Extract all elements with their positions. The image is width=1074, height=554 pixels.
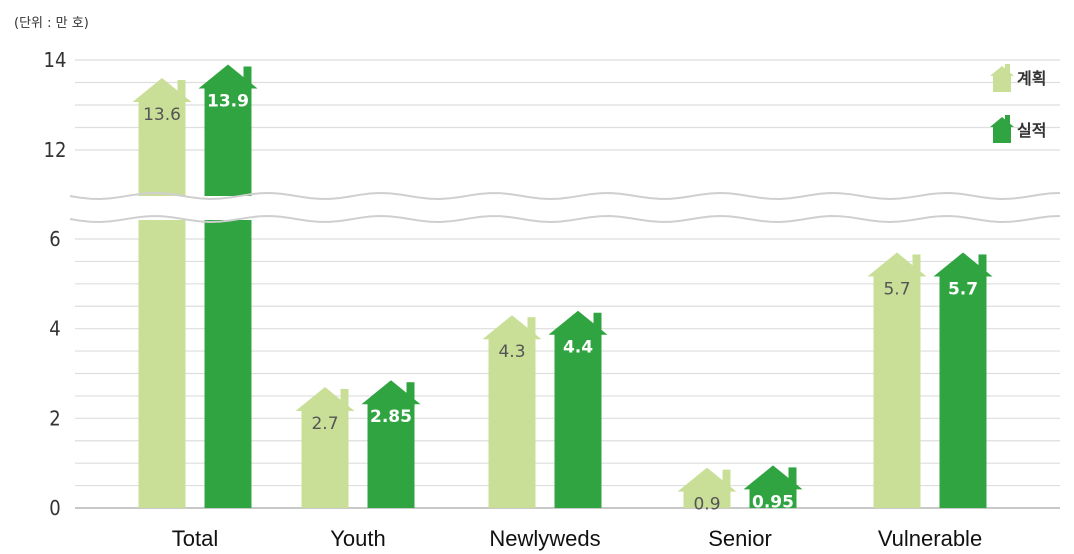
bar-newlyweds-actual (548, 310, 608, 508)
y-tick-label: 6 (49, 227, 60, 251)
bar-newlyweds-plan (482, 315, 542, 508)
y-tick-label: 2 (49, 406, 60, 430)
chimney (177, 80, 186, 104)
data-label: 13.9 (207, 92, 249, 112)
chimney (1005, 115, 1010, 125)
axis-break (69, 191, 1065, 224)
data-label: 5.7 (883, 279, 910, 299)
axis-break-line (69, 191, 1061, 201)
chimney (978, 254, 987, 279)
chimney (788, 467, 797, 492)
bar-senior-actual (743, 465, 803, 508)
chimney (593, 312, 602, 337)
axis-break-band (70, 196, 1065, 220)
y-tick-label: 0 (49, 496, 60, 520)
category-label: Youth (330, 526, 385, 551)
category-label: Total (172, 526, 218, 551)
bar-total-plan (132, 78, 192, 508)
unit-label: (단위 : 만 호) (14, 16, 89, 31)
data-label: 0.95 (752, 492, 794, 512)
chimney (340, 388, 349, 413)
legend: 계획 실적 (990, 64, 1046, 143)
y-tick-label: 4 (49, 317, 60, 341)
chimney (1005, 64, 1010, 74)
y-axis-ticks: 0 2 4 6 12 14 (44, 48, 67, 520)
category-label: Senior (708, 526, 772, 551)
data-label: 5.7 (948, 279, 978, 299)
chimney (722, 469, 731, 494)
house-icon (990, 117, 1014, 143)
legend-item-actual: 실적 (990, 115, 1046, 143)
house-icon (990, 66, 1014, 92)
chimney (527, 317, 536, 342)
chimney (912, 254, 921, 279)
data-label: 2.7 (311, 414, 338, 434)
chimney (406, 382, 415, 407)
data-label: 2.85 (370, 407, 412, 427)
bar-senior-plan (677, 467, 737, 508)
bar-total-actual (198, 64, 258, 508)
y-tick-label: 12 (44, 138, 67, 162)
bar-youth-plan (295, 386, 355, 508)
data-label: 0.9 (693, 495, 720, 515)
data-label: 13.6 (143, 105, 181, 125)
data-label: 4.3 (498, 342, 525, 362)
legend-item-plan: 계획 (990, 64, 1046, 92)
chimney (243, 66, 252, 91)
legend-label-actual: 실적 (1017, 121, 1046, 140)
x-axis-categories: Total Youth Newlyweds Senior Vulnerable (172, 526, 982, 551)
y-tick-label: 14 (44, 48, 67, 72)
bars: 13.6 13.9 2.7 2.85 4.3 4.4 0.9 0.95 5.7 5.7 (132, 64, 993, 515)
bar-vulnerable-plan (867, 252, 927, 508)
category-label: Newlyweds (489, 526, 600, 551)
bar-vulnerable-actual (933, 252, 993, 508)
axis-break-line (69, 214, 1061, 224)
data-label: 4.4 (563, 338, 593, 358)
category-label: Vulnerable (878, 526, 982, 551)
legend-label-plan: 계획 (1017, 69, 1046, 88)
bar-youth-actual (361, 380, 421, 508)
